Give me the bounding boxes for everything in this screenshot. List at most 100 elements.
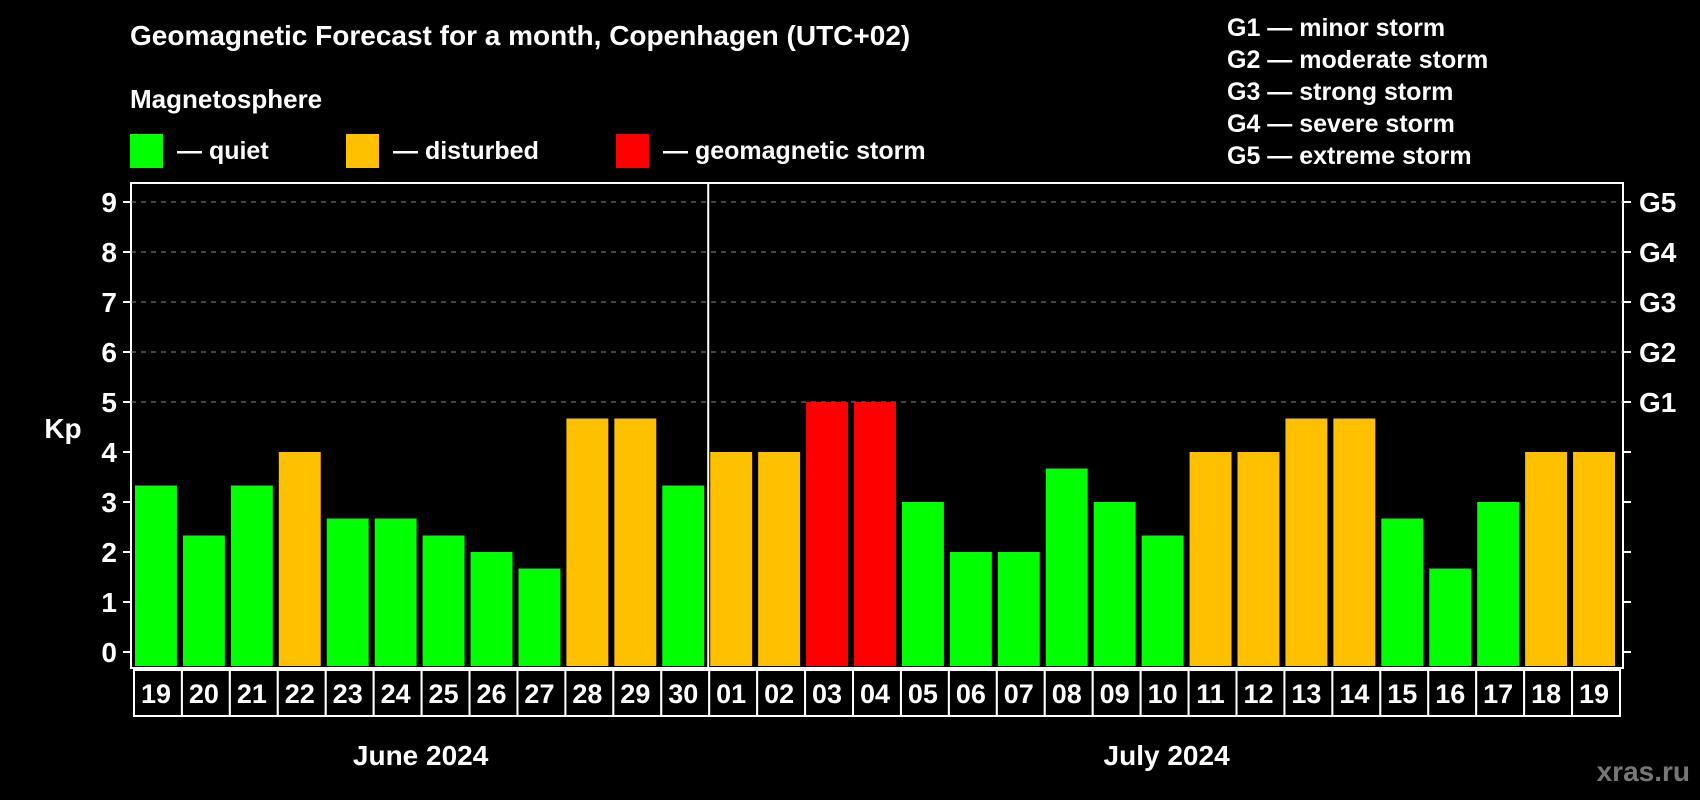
date-label-1: 20: [189, 679, 219, 709]
date-cell-26: [1379, 669, 1430, 717]
date-cell-4: [324, 669, 375, 717]
date-label-27: 16: [1435, 679, 1465, 709]
month-label-june: June 2024: [353, 740, 489, 771]
date-label-19: 08: [1052, 679, 1082, 709]
bar-16: [901, 502, 944, 666]
legend-swatch-storm: [616, 134, 649, 168]
date-label-0: 19: [141, 679, 171, 709]
date-cell-6: [420, 669, 471, 717]
bar-19: [1045, 468, 1088, 666]
date-cell-23: [1235, 669, 1286, 717]
date-label-18: 07: [1004, 679, 1034, 709]
bar-28: [1477, 502, 1520, 666]
date-label-23: 12: [1243, 679, 1273, 709]
bar-8: [518, 568, 561, 666]
date-label-11: 30: [668, 679, 698, 709]
watermark: xras.ru: [1596, 756, 1690, 787]
chart-subtitle: Magnetosphere: [130, 84, 323, 114]
bar-2: [230, 485, 273, 666]
date-label-7: 26: [476, 679, 506, 709]
bar-30: [1573, 452, 1615, 666]
date-label-12: 01: [716, 679, 746, 709]
bar-3: [278, 452, 321, 666]
storm-scale-g3: G3 — strong storm: [1227, 78, 1454, 106]
bar-17: [949, 552, 992, 666]
right-tick-label-g1: G1: [1639, 387, 1676, 418]
date-cell-10: [612, 669, 663, 717]
date-label-20: 09: [1100, 679, 1130, 709]
bar-20: [1093, 502, 1136, 666]
date-cell-13: [756, 669, 807, 717]
date-cell-18: [995, 669, 1046, 717]
date-label-15: 04: [860, 679, 890, 709]
date-label-2: 21: [237, 679, 267, 709]
bar-10: [614, 418, 657, 666]
date-cell-24: [1283, 669, 1334, 717]
date-cell-11: [660, 669, 711, 717]
date-label-26: 15: [1387, 679, 1417, 709]
date-cell-3: [276, 669, 327, 717]
date-cell-29: [1523, 669, 1574, 717]
date-label-13: 02: [764, 679, 794, 709]
bar-0: [135, 485, 177, 666]
date-label-6: 25: [429, 679, 459, 709]
legend-label-disturbed: — disturbed: [393, 136, 539, 165]
y-axis-label: Kp: [44, 413, 81, 444]
bar-5: [374, 518, 417, 666]
legend-storm: — geomagnetic storm: [616, 133, 926, 169]
legend-label-storm: — geomagnetic storm: [663, 136, 926, 165]
bar-29: [1525, 452, 1568, 666]
bar-7: [470, 552, 513, 666]
bar-12: [710, 452, 753, 666]
bar-18: [997, 552, 1040, 666]
y-tick-label-8: 8: [101, 237, 117, 268]
date-cell-1: [180, 669, 231, 717]
date-cell-16: [899, 669, 950, 717]
date-label-10: 29: [620, 679, 650, 709]
storm-scale-g2: G2 — moderate storm: [1227, 46, 1489, 74]
date-label-25: 14: [1339, 679, 1369, 709]
date-label-28: 17: [1483, 679, 1513, 709]
right-tick-label-g2: G2: [1639, 337, 1676, 368]
date-label-9: 28: [572, 679, 602, 709]
legend-swatch-quiet: [130, 134, 163, 168]
legend-label-quiet: — quiet: [177, 136, 269, 165]
date-label-29: 18: [1531, 679, 1561, 709]
y-tick-label-1: 1: [101, 587, 117, 618]
chart-title: Geomagnetic Forecast for a month, Copenh…: [130, 20, 911, 51]
date-label-17: 06: [956, 679, 986, 709]
date-cell-22: [1187, 669, 1238, 717]
legend-quiet: — quiet: [130, 133, 269, 169]
bar-15: [854, 402, 896, 666]
y-tick-label-5: 5: [101, 387, 117, 418]
date-label-5: 24: [381, 679, 411, 709]
y-tick-label-3: 3: [101, 487, 117, 518]
date-label-8: 27: [524, 679, 554, 709]
y-tick-label-9: 9: [101, 187, 117, 218]
storm-scale-legend: G1 — minor storm G2 — moderate storm G3 …: [1227, 12, 1488, 172]
date-label-30: 19: [1579, 679, 1609, 709]
bar-6: [422, 535, 465, 666]
date-cell-17: [947, 669, 998, 717]
date-cell-9: [564, 669, 615, 717]
bar-21: [1141, 535, 1184, 666]
right-tick-label-g3: G3: [1639, 287, 1676, 318]
bar-23: [1237, 452, 1280, 666]
date-cell-27: [1427, 669, 1478, 717]
date-label-22: 11: [1196, 679, 1225, 709]
date-cell-25: [1331, 669, 1382, 717]
right-tick-label-g4: G4: [1639, 237, 1677, 268]
bar-24: [1285, 418, 1328, 666]
date-cell-8: [516, 669, 567, 717]
bar-4: [326, 518, 369, 666]
month-label-july: July 2024: [1104, 740, 1231, 771]
date-cell-2: [228, 669, 279, 717]
plot-frame: [130, 182, 1624, 669]
y-tick-label-7: 7: [101, 287, 117, 318]
date-cell-28: [1475, 669, 1526, 717]
y-tick-label-6: 6: [101, 337, 117, 368]
date-label-21: 10: [1148, 679, 1178, 709]
date-label-14: 03: [812, 679, 842, 709]
bar-14: [806, 402, 849, 666]
